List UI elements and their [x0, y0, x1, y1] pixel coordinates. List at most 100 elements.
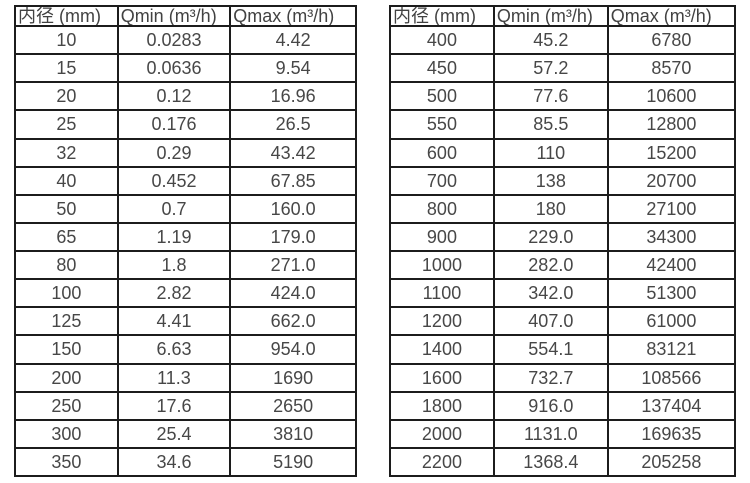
- table-row: 20 0.12 16.96: [14, 81, 357, 112]
- table-cell: 800: [389, 193, 495, 224]
- table-cell: 662.0: [229, 306, 357, 337]
- table-row: 25 0.176 26.5: [14, 109, 357, 140]
- table-row: 40 0.452 67.85: [14, 165, 357, 196]
- table-cell: 108566: [606, 362, 737, 393]
- table-cell: 450: [389, 53, 495, 84]
- table-cell: 9.54: [229, 53, 357, 84]
- table-row: 450 57.2 8570: [389, 53, 737, 84]
- col-header-qmax: Qmax (m³/h): [606, 5, 737, 27]
- table-cell: 150: [14, 334, 119, 365]
- table-cell: 900: [389, 221, 495, 253]
- table-row: 100 2.82 424.0: [14, 278, 357, 309]
- table-cell: 26.5: [229, 109, 357, 140]
- header-row: 内径 (mm) Qmin (m³/h) Qmax (m³/h): [14, 5, 357, 27]
- table-cell: 0.176: [116, 109, 232, 140]
- table-cell: 1000: [389, 249, 495, 281]
- table-row: 1100 342.0 51300: [389, 278, 737, 309]
- table-cell: 34.6: [116, 446, 232, 478]
- table-row: 1400 554.1 83121: [389, 334, 737, 365]
- table-cell: 229.0: [492, 221, 609, 253]
- table-cell: 0.452: [116, 165, 232, 196]
- table-row: 700 138 20700: [389, 165, 737, 196]
- table-cell: 179.0: [229, 221, 357, 253]
- table-cell: 32: [14, 137, 119, 168]
- table-cell: 17.6: [116, 390, 232, 421]
- table-cell: 10: [14, 24, 119, 56]
- flow-table-large-diameters: 内径 (mm) Qmin (m³/h) Qmax (m³/h) 400 45.2 6…: [389, 5, 737, 478]
- table-cell: 110: [492, 137, 609, 168]
- table-cell: 160.0: [229, 193, 357, 224]
- table-cell: 1.8: [116, 249, 232, 281]
- table-cell: 916.0: [492, 390, 609, 421]
- table-row: 500 77.6 10600: [389, 81, 737, 112]
- table-cell: 67.85: [229, 165, 357, 196]
- table-row: 1200 407.0 61000: [389, 306, 737, 337]
- table-cell: 16.96: [229, 81, 357, 112]
- table-cell: 2200: [389, 446, 495, 478]
- table-cell: 2.82: [116, 278, 232, 309]
- table-cell: 205258: [606, 446, 737, 478]
- table-cell: 600: [389, 137, 495, 168]
- table-cell: 0.29: [116, 137, 232, 168]
- table-row: 1600 732.7 108566: [389, 362, 737, 393]
- table-cell: 6.63: [116, 334, 232, 365]
- table-row: 32 0.29 43.42: [14, 137, 357, 168]
- table-cell: 4.42: [229, 24, 357, 56]
- table-row: 1800 916.0 137404: [389, 390, 737, 421]
- table-cell: 250: [14, 390, 119, 421]
- table-row: 900 229.0 34300: [389, 221, 737, 253]
- table-row: 65 1.19 179.0: [14, 221, 357, 253]
- table-cell: 550: [389, 109, 495, 140]
- table-cell: 700: [389, 165, 495, 196]
- table-row: 50 0.7 160.0: [14, 193, 357, 224]
- table-cell: 80: [14, 249, 119, 281]
- table-row: 350 34.6 5190: [14, 446, 357, 478]
- table-cell: 400: [389, 24, 495, 56]
- table-row: 80 1.8 271.0: [14, 249, 357, 281]
- table-cell: 350: [14, 446, 119, 478]
- table-header: 内径 (mm) Qmin (m³/h) Qmax (m³/h): [14, 5, 357, 27]
- table-cell: 40: [14, 165, 119, 196]
- table-cell: 65: [14, 221, 119, 253]
- table-cell: 2650: [229, 390, 357, 421]
- table-cell: 138: [492, 165, 609, 196]
- col-header-inner-diameter: 内径 (mm): [14, 5, 119, 27]
- table-cell: 200: [14, 362, 119, 393]
- table-cell: 1600: [389, 362, 495, 393]
- table-cell: 4.41: [116, 306, 232, 337]
- table-cell: 125: [14, 306, 119, 337]
- table-cell: 554.1: [492, 334, 609, 365]
- table-header: 内径 (mm) Qmin (m³/h) Qmax (m³/h): [389, 5, 737, 27]
- table-row: 600 110 15200: [389, 137, 737, 168]
- table-cell: 500: [389, 81, 495, 112]
- table-row: 400 45.2 6780: [389, 24, 737, 56]
- table-body: 10 0.0283 4.42 15 0.0636 9.54 20 0.12 16.96 25 0.1…: [14, 24, 357, 478]
- table-cell: 1400: [389, 334, 495, 365]
- table-cell: 732.7: [492, 362, 609, 393]
- table-cell: 424.0: [229, 278, 357, 309]
- table-row: 15 0.0636 9.54: [14, 53, 357, 84]
- table-row: 200 11.3 1690: [14, 362, 357, 393]
- table-cell: 300: [14, 418, 119, 449]
- table-row: 550 85.5 12800: [389, 109, 737, 140]
- col-header-inner-diameter: 内径 (mm): [389, 5, 495, 27]
- table-row: 250 17.6 2650: [14, 390, 357, 421]
- table-cell: 15: [14, 53, 119, 84]
- table-cell: 6780: [606, 24, 737, 56]
- table-cell: 1690: [229, 362, 357, 393]
- table-cell: 169635: [606, 418, 737, 449]
- col-header-qmin: Qmin (m³/h): [116, 5, 232, 27]
- table-cell: 271.0: [229, 249, 357, 281]
- table-cell: 11.3: [116, 362, 232, 393]
- table-row: 1000 282.0 42400: [389, 249, 737, 281]
- table-cell: 20: [14, 81, 119, 112]
- table-row: 150 6.63 954.0: [14, 334, 357, 365]
- table-cell: 180: [492, 193, 609, 224]
- table-cell: 45.2: [492, 24, 609, 56]
- table-cell: 1100: [389, 278, 495, 309]
- table-row: 2000 1131.0 169635: [389, 418, 737, 449]
- table-cell: 10600: [606, 81, 737, 112]
- table-cell: 34300: [606, 221, 737, 253]
- table-cell: 1131.0: [492, 418, 609, 449]
